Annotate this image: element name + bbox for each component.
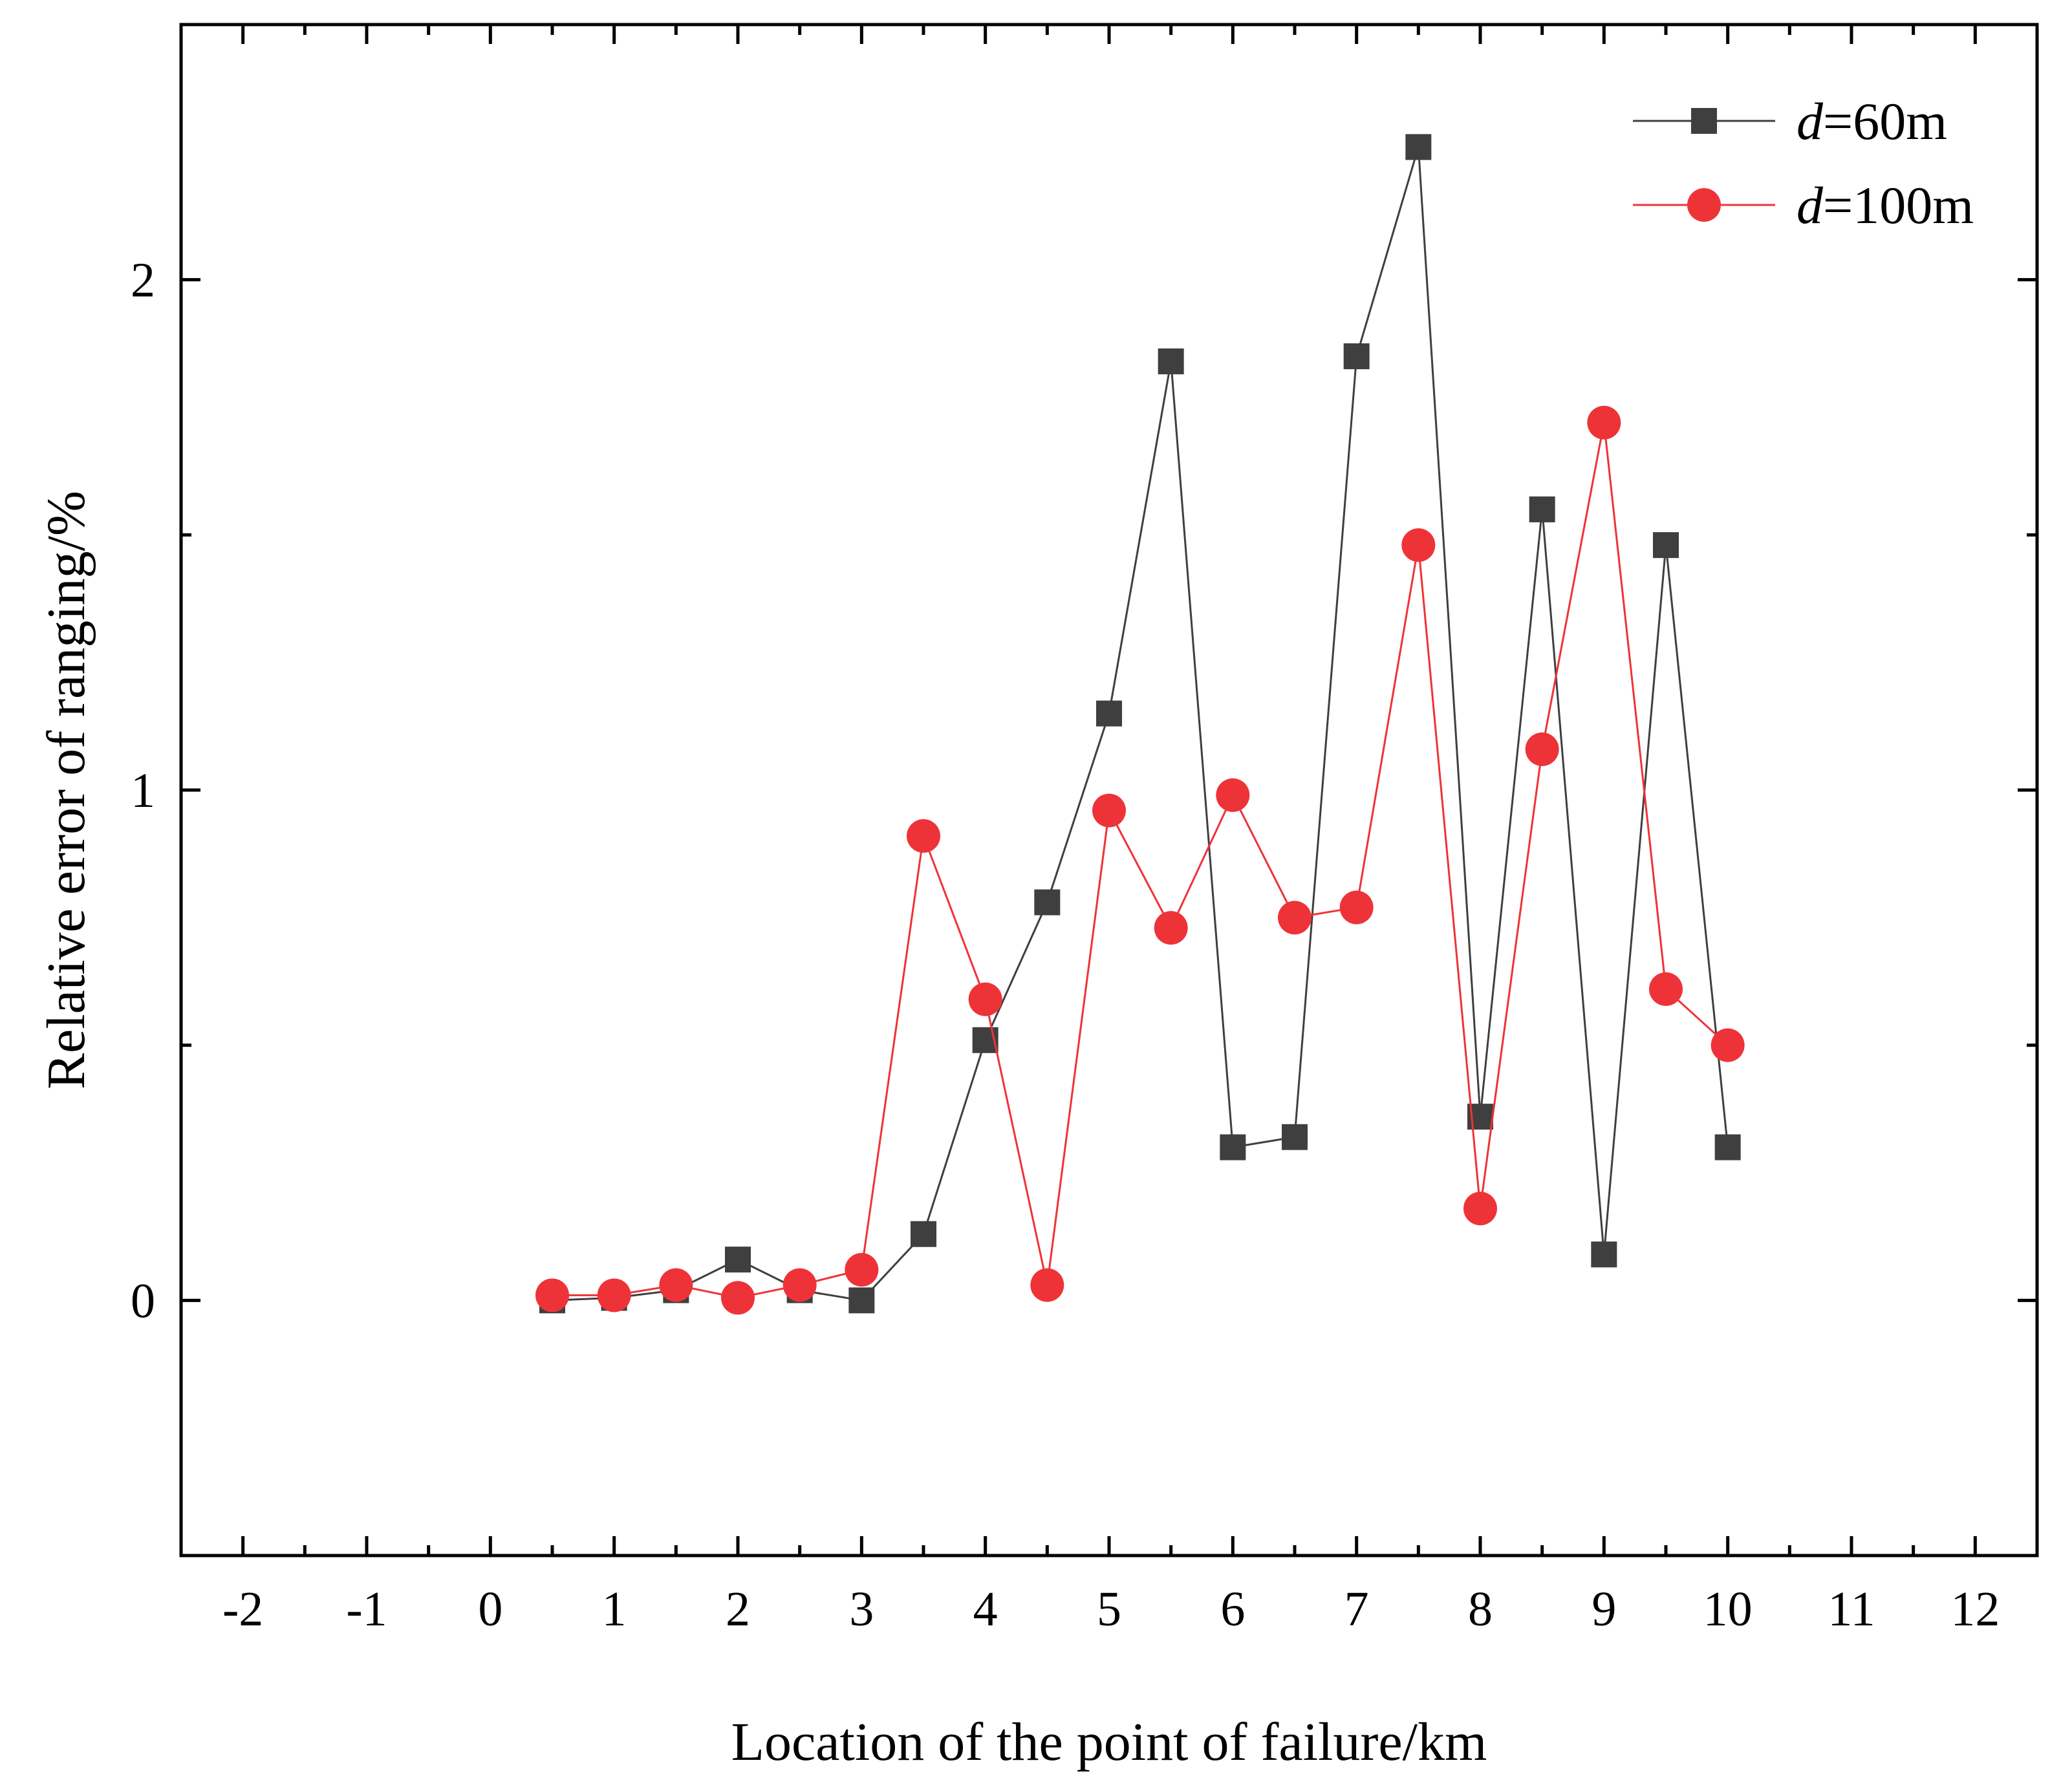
- data-point-circle: [1092, 793, 1126, 828]
- legend-entry: d=100m: [1633, 176, 1974, 235]
- data-point-circle: [1030, 1268, 1064, 1302]
- data-point-circle: [1587, 405, 1621, 440]
- data-point-circle: [1463, 1192, 1497, 1226]
- y-tick-label: 2: [131, 253, 155, 308]
- x-tick-label: 6: [1220, 1582, 1245, 1636]
- legend-marker-square: [1691, 108, 1717, 134]
- x-tick-label: 8: [1468, 1582, 1493, 1636]
- x-tick-label: 4: [973, 1582, 998, 1636]
- data-point-square: [725, 1247, 751, 1273]
- data-point-square: [1653, 532, 1679, 559]
- data-point-circle: [1216, 778, 1250, 812]
- x-tick-label: 5: [1097, 1582, 1121, 1636]
- data-point-circle: [1401, 528, 1436, 562]
- legend-label-rest: =100m: [1823, 176, 1974, 235]
- data-point-circle: [1525, 732, 1559, 766]
- legend-label: d=60m: [1797, 92, 1947, 151]
- legend-marker-circle: [1687, 188, 1721, 222]
- data-point-circle: [1154, 911, 1188, 945]
- legend-label-rest: =60m: [1823, 92, 1947, 151]
- data-point-circle: [782, 1268, 817, 1302]
- x-tick-label: 12: [1950, 1582, 2000, 1636]
- data-point-square: [1096, 700, 1122, 727]
- x-tick-label: 2: [726, 1582, 750, 1636]
- legend-label-italic: d: [1797, 176, 1824, 235]
- data-point-square: [1405, 134, 1432, 160]
- x-tick-label: -2: [222, 1582, 263, 1636]
- x-tick-label: 7: [1344, 1582, 1369, 1636]
- data-point-square: [1034, 889, 1061, 915]
- data-point-square: [1282, 1124, 1308, 1150]
- y-axis-title: Relative error of ranging/%: [36, 491, 96, 1089]
- data-point-circle: [597, 1278, 631, 1312]
- data-point-circle: [721, 1281, 755, 1315]
- data-point-circle: [1710, 1028, 1745, 1062]
- x-tick-label: -1: [346, 1582, 387, 1636]
- data-point-circle: [659, 1268, 693, 1302]
- x-tick-label: 0: [478, 1582, 502, 1636]
- data-point-square: [1591, 1241, 1617, 1268]
- data-point-circle: [907, 819, 940, 853]
- data-point-square: [1343, 343, 1370, 370]
- legend-label-italic: d: [1797, 92, 1824, 151]
- data-point-circle: [845, 1252, 879, 1287]
- legend-label: d=100m: [1797, 176, 1974, 235]
- data-point-circle: [1649, 972, 1683, 1006]
- data-point-circle: [1339, 890, 1374, 925]
- x-tick-label: 10: [1703, 1582, 1753, 1636]
- x-tick-label: 1: [602, 1582, 627, 1636]
- y-tick-label: 1: [131, 764, 155, 818]
- x-tick-label: 3: [849, 1582, 874, 1636]
- x-tick-label: 11: [1828, 1582, 1875, 1636]
- data-point-square: [1529, 496, 1555, 522]
- data-point-square: [1714, 1134, 1741, 1161]
- data-point-circle: [968, 982, 1002, 1016]
- x-tick-label: 9: [1592, 1582, 1616, 1636]
- data-point-circle: [535, 1278, 569, 1312]
- data-point-circle: [1278, 901, 1311, 935]
- legend-entry: d=60m: [1633, 92, 1947, 151]
- data-point-square: [1158, 348, 1184, 374]
- data-point-square: [1220, 1134, 1246, 1161]
- series-circle: [535, 405, 1745, 1315]
- x-axis-title: Location of the point of failure/km: [731, 1712, 1487, 1772]
- series-layer: [535, 134, 1745, 1315]
- y-tick-label: 0: [131, 1274, 155, 1328]
- data-point-square: [848, 1287, 875, 1314]
- data-point-square: [911, 1221, 936, 1247]
